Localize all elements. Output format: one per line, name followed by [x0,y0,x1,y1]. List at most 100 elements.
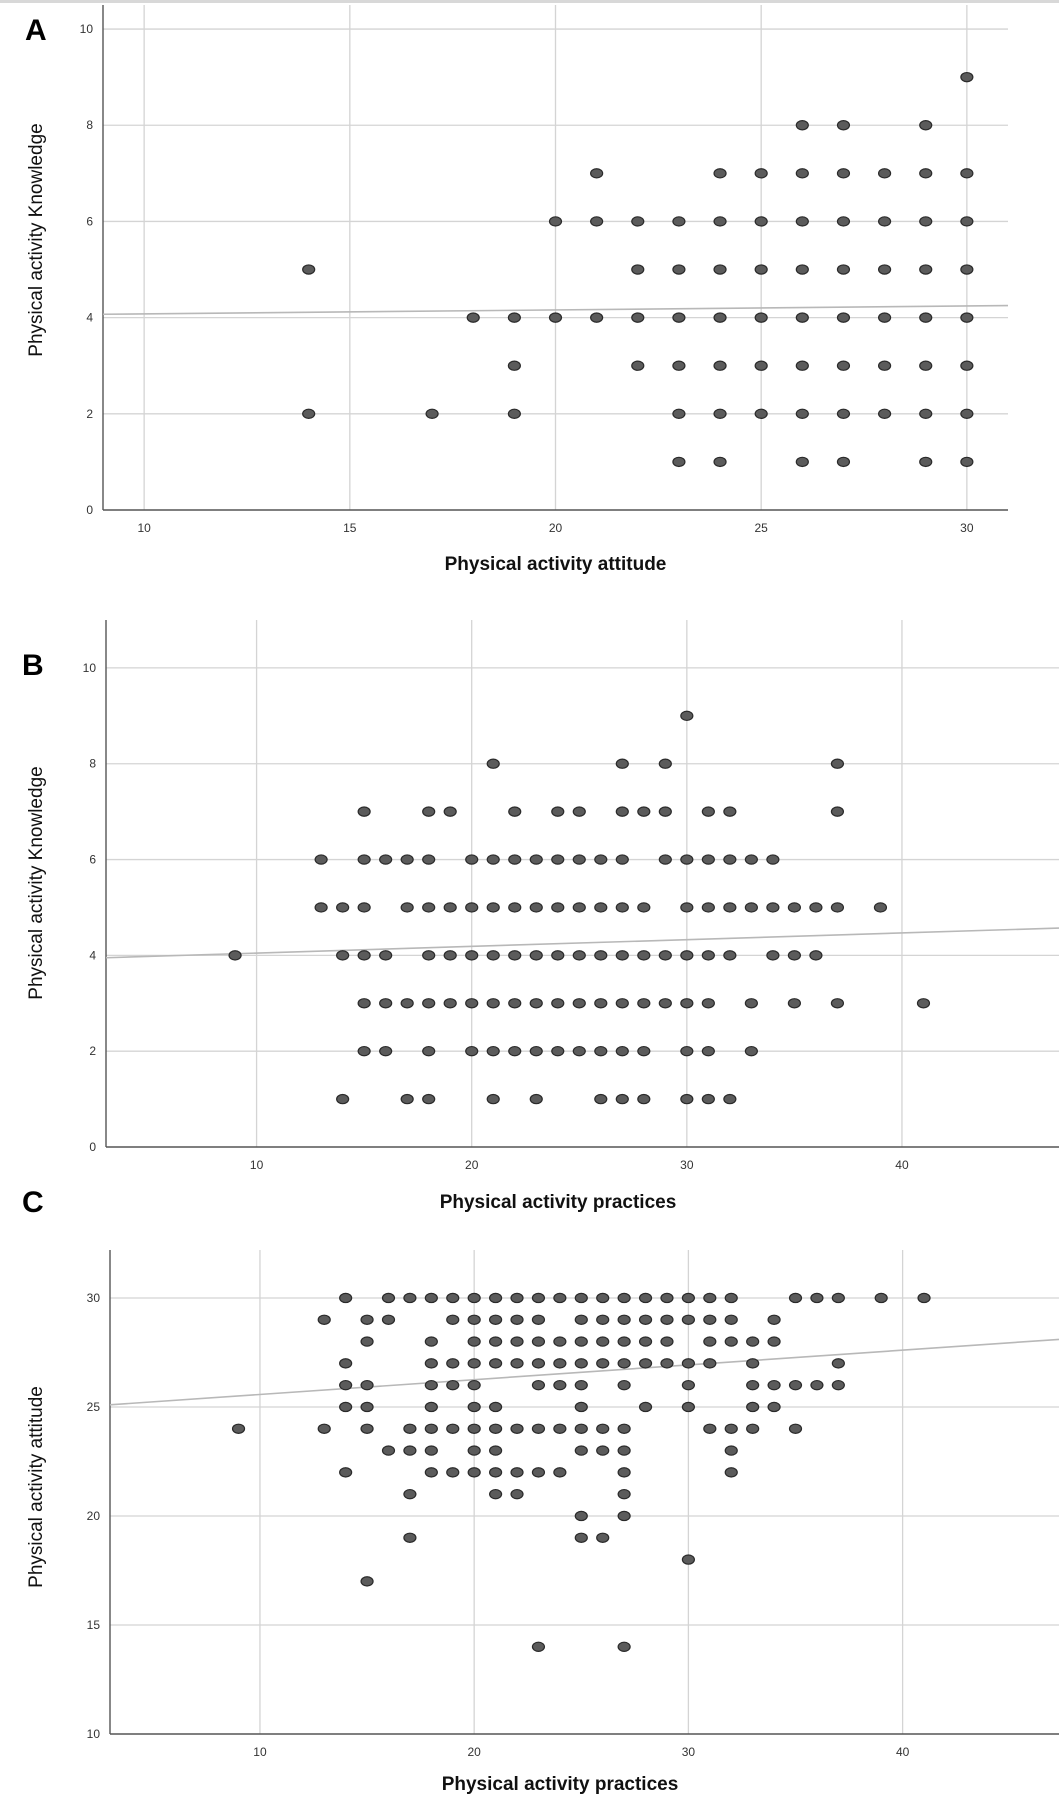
data-point [703,1336,717,1347]
data-point [574,1336,588,1347]
data-point [754,360,768,371]
data-point [617,1445,631,1456]
data-point [422,1093,436,1105]
y-tick-label: 4 [89,948,96,962]
data-point [831,1292,845,1304]
data-point [488,1401,503,1413]
data-point [701,950,715,961]
data-point [507,360,521,371]
data-point [360,1423,374,1434]
data-point [317,1423,331,1434]
data-point [336,902,350,913]
data-point [574,1532,588,1543]
data-point [960,71,974,83]
data-point [617,1358,631,1369]
panel-a: 10 15 20 25 30 0 2 4 6 8 10 Physical activity attit… [25,5,1009,575]
data-point [531,1423,546,1434]
data-point [836,120,851,131]
data-point [467,1401,481,1413]
data-point [360,1314,374,1325]
data-point [638,1292,653,1304]
data-point [424,1358,438,1369]
data-point [302,264,316,275]
data-point [788,1292,803,1304]
data-point [754,168,768,179]
data-point [339,1467,353,1478]
data-point [724,1292,738,1304]
data-point [314,902,328,913]
data-point [465,854,479,865]
data-point [465,950,479,961]
data-point [658,758,672,769]
data-point [615,854,629,865]
data-point [836,408,851,420]
data-point [551,998,565,1009]
data-point [572,1045,586,1057]
data-point [551,854,565,865]
data-point [422,854,436,865]
data-point [467,1336,481,1347]
data-point [615,998,629,1009]
panel-c: 10 20 30 40 10 15 20 25 30 Physical activity prac… [22,1186,1059,1795]
x-axis-title: Physical activity practices [442,1774,679,1795]
data-point [830,758,845,769]
data-point [508,950,522,961]
data-point [631,216,645,227]
y-axis-title: Physical activity Knowledge [26,123,47,356]
data-point [574,1292,588,1304]
data-point [508,902,522,913]
data-point [508,806,522,817]
y-tick-label: 30 [87,1291,101,1305]
y-tick-label: 15 [87,1618,101,1632]
data-point [672,456,686,468]
data-point [617,1641,631,1652]
data-point [617,1379,631,1391]
data-point [508,998,522,1009]
data-point [830,998,845,1009]
data-point [360,1401,374,1413]
data-point [680,998,694,1009]
x-tick-label: 10 [250,1158,264,1172]
data-point [672,408,686,420]
y-tick-label: 6 [89,853,96,867]
data-point [724,1336,738,1347]
data-point [767,1401,781,1413]
data-point [467,1314,481,1325]
data-point [703,1314,717,1325]
data-point [574,1445,588,1456]
data-point [488,1314,503,1325]
data-point [681,1554,695,1565]
data-point [916,998,931,1009]
data-point [754,312,768,323]
data-point [617,1467,631,1478]
data-point [400,902,414,913]
data-point [744,854,758,865]
data-point [553,1336,567,1347]
data-point [713,360,727,371]
data-point [400,998,414,1009]
data-point [617,1336,631,1347]
data-point [836,456,851,468]
data-point [919,168,933,179]
panel-label: C [22,1186,44,1219]
data-point [314,854,328,865]
data-point [486,854,500,865]
data-point [638,1314,653,1325]
data-point [724,1423,738,1434]
data-point [529,1045,543,1057]
data-point [658,854,672,865]
data-point [672,264,686,275]
data-point [638,1401,653,1413]
data-point [809,902,823,913]
data-point [467,1445,481,1456]
data-point [594,1045,608,1057]
data-point [960,168,974,179]
data-point [446,1292,460,1304]
data-point [424,1336,438,1347]
data-point [422,806,436,817]
data-point [574,1358,588,1369]
data-point [486,902,500,913]
data-point [788,1423,803,1434]
data-point [809,950,823,961]
data-point [360,1576,374,1587]
